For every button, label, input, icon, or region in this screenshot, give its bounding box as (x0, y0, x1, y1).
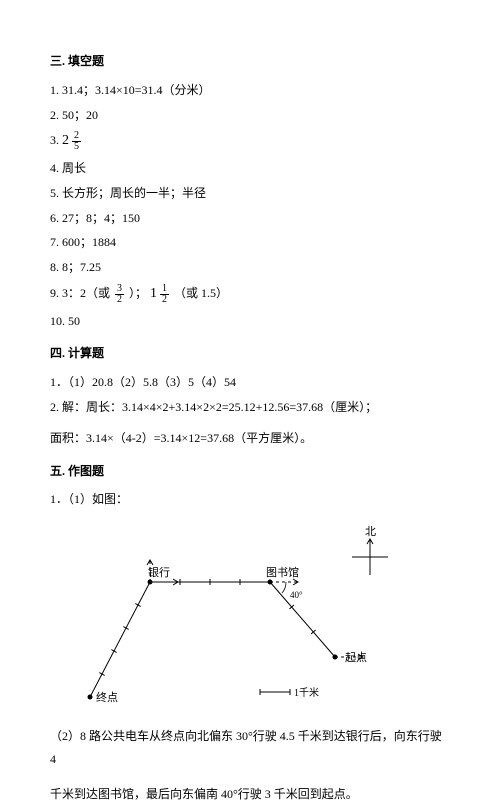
s5-line-2: （2）8 路公共电车从终点向北偏东 30°行驶 4.5 千米到达银行后，向东行驶… (50, 725, 450, 771)
s3-item-1: 1. 31.4；3.14×10=31.4（分米） (50, 79, 450, 102)
svg-text:终点: 终点 (96, 690, 118, 704)
s3-item-9-frac1: 3 2 (115, 284, 124, 305)
s3-item-9a: 9. 3：2（或 (50, 286, 110, 300)
svg-text:起点: 起点 (345, 651, 367, 664)
s5-line-1: 1．（1）如图： (50, 488, 450, 511)
s3-item-3: 3. 2 2 5 (50, 128, 450, 155)
s3-item-2: 2. 50；20 (50, 104, 450, 127)
s4-line-2: 2. 解：周长：3.14×4×2+3.14×2×2=25.12+12.56=37… (50, 396, 450, 419)
s3-item-10: 10. 50 (50, 310, 450, 333)
s3-item-9: 9. 3：2（或 3 2 ）； 1 1 2 （或 1.5） (50, 281, 450, 308)
section-4-title: 四. 计算题 (50, 342, 450, 365)
section-5-title: 五. 作图题 (50, 460, 450, 483)
route-diagram: 40° 银行 图书馆起点终点 北 1千米 (50, 517, 430, 717)
s3-item-9-whole: 1 (150, 281, 157, 308)
s3-item-3-whole: 2 (62, 128, 69, 155)
s3-item-5: 5. 长方形；周长的一半；半径 (50, 182, 450, 205)
s3-item-7: 7. 600；1884 (50, 231, 450, 254)
s4-line-3: 面积：3.14×（4-2）=3.14×12=37.68（平方厘米）。 (50, 427, 450, 450)
s3-item-9-mixed: 1 1 2 (150, 281, 171, 308)
s3-item-8: 8. 8；7.25 (50, 256, 450, 279)
s3-item-9-frac1-den: 2 (115, 295, 124, 305)
s3-item-9-frac2: 1 2 (160, 284, 169, 305)
svg-text:北: 北 (365, 525, 376, 538)
svg-text:图书馆: 图书馆 (266, 565, 299, 579)
svg-text:40°: 40° (290, 590, 303, 600)
section-3-title: 三. 填空题 (50, 50, 450, 73)
s5-line-3: 千米到达图书馆，最后向东偏南 40°行驶 3 千米回到起点。 (50, 783, 450, 806)
s4-line-1: 1．（1）20.8（2）5.8（3）5（4）54 (50, 371, 450, 394)
s3-item-9c: （或 1.5） (174, 286, 228, 300)
s3-item-3-frac: 2 5 (72, 131, 81, 152)
svg-text:1千米: 1千米 (294, 686, 319, 699)
s3-item-4: 4. 周长 (50, 157, 450, 180)
s3-item-9b: ）； (129, 286, 150, 300)
svg-text:银行: 银行 (148, 565, 170, 579)
s3-item-3-den: 5 (72, 142, 81, 152)
s3-item-6: 6. 27；8；4；150 (50, 207, 450, 230)
s3-item-9-frac2-den: 2 (160, 295, 169, 305)
s3-item-3-mixed: 2 2 5 (62, 128, 83, 155)
s3-item-3-prefix: 3. (50, 133, 62, 147)
